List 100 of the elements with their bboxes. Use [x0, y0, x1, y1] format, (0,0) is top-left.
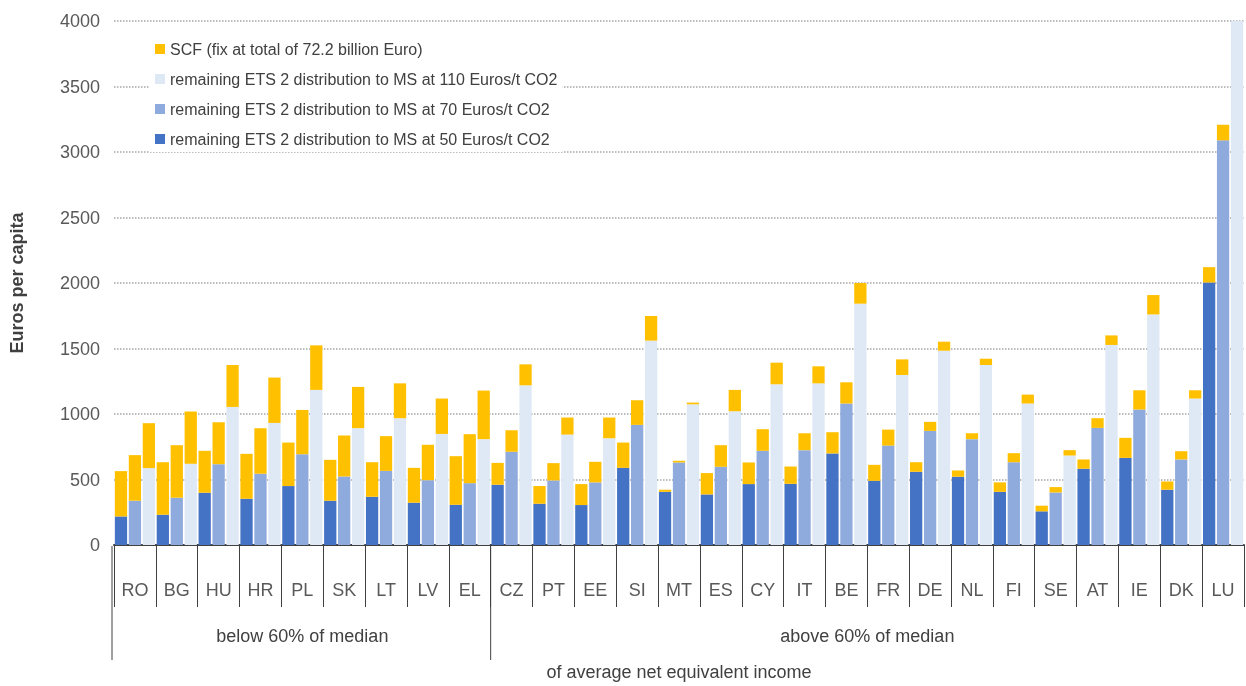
bar [1021, 403, 1034, 545]
bar [854, 283, 867, 304]
bar [449, 504, 462, 545]
bar [840, 403, 853, 545]
x-tick-label: NL [960, 580, 984, 600]
bar [882, 429, 895, 446]
bar [212, 464, 225, 545]
bar [1119, 437, 1132, 458]
bar [407, 467, 421, 503]
legend-label: remaining ETS 2 distribution to MS at 50 Euros/t CO2 [170, 130, 550, 148]
bar [631, 400, 644, 425]
x-tick-label: LT [376, 580, 396, 600]
bar [1161, 481, 1174, 490]
bar [1147, 314, 1160, 545]
bar [128, 455, 142, 501]
bar [1007, 462, 1020, 545]
bar [812, 366, 825, 384]
y-tick-label: 1500 [59, 338, 100, 359]
bar [923, 421, 937, 431]
bar [338, 435, 351, 477]
bar [170, 445, 183, 498]
x-tick-label: LU [1211, 580, 1235, 600]
bar [1021, 394, 1034, 404]
x-axis-title: of average net equivalent income [546, 662, 812, 682]
bar [114, 516, 128, 545]
bar [463, 483, 476, 545]
bar [170, 497, 183, 545]
bar [728, 389, 741, 412]
x-tick-label: SK [332, 580, 357, 600]
bar [575, 505, 588, 545]
x-tick-label: RO [121, 580, 149, 600]
bar [784, 483, 797, 545]
bar [617, 467, 630, 545]
bar [1049, 487, 1062, 493]
legend-label: SCF (fix at total of 72.2 billion Euro) [170, 40, 423, 58]
x-tick-label: BG [163, 580, 190, 600]
bar [296, 454, 309, 545]
bar [603, 438, 616, 545]
bar [226, 365, 239, 407]
bar [519, 364, 532, 386]
x-tick-label: DE [917, 580, 943, 600]
x-tick-label: ES [708, 580, 733, 600]
bar [728, 411, 741, 545]
bar [951, 476, 965, 545]
bar [463, 434, 476, 484]
x-tick-label: FI [1005, 580, 1022, 600]
text: above 60% of median [780, 626, 955, 646]
bar [338, 476, 351, 545]
bar [1175, 459, 1188, 545]
bar [1007, 453, 1020, 463]
bar [826, 432, 839, 454]
bar [700, 473, 714, 495]
bar [714, 445, 727, 467]
bar [798, 433, 811, 451]
y-tick-label: 4000 [59, 11, 100, 31]
bar [770, 362, 783, 385]
bar [937, 350, 951, 545]
bar [756, 450, 769, 545]
bar [1049, 492, 1062, 545]
bar [1119, 457, 1132, 545]
bar [156, 462, 169, 515]
bar [491, 462, 504, 485]
x-tick-label: PL [291, 580, 314, 600]
bar [965, 433, 979, 440]
bar [226, 406, 239, 545]
bar [896, 359, 909, 375]
bar [533, 503, 546, 545]
x-tick-label: MT [666, 580, 692, 600]
x-tick-label: FR [876, 580, 901, 600]
x-tick-label: EE [583, 580, 608, 600]
bar [421, 480, 435, 545]
bar [310, 389, 323, 545]
bar [449, 456, 462, 505]
bar [379, 436, 393, 471]
bar [1105, 335, 1118, 345]
bar [742, 484, 755, 545]
bar [700, 494, 714, 545]
x-tick-label: HR [247, 580, 274, 600]
bar [407, 502, 421, 545]
bar [198, 492, 211, 545]
y-tick-label: 1000 [59, 404, 100, 424]
bar [184, 411, 197, 464]
bar [672, 462, 686, 545]
bar [937, 341, 951, 351]
bar [1105, 344, 1118, 545]
x-tick-label: LV [417, 580, 439, 600]
bar [1230, 21, 1244, 545]
bar [352, 428, 365, 545]
legend-label: remaining ETS 2 distribution to MS at 70 Euros/t CO2 [170, 100, 550, 118]
bar [603, 417, 616, 439]
bar [1189, 398, 1202, 545]
bar [658, 491, 672, 545]
bar [770, 384, 783, 545]
bar [644, 340, 658, 545]
bar [352, 386, 365, 429]
bar [979, 358, 993, 366]
bar [1202, 282, 1216, 545]
x-tick-label: CY [750, 580, 776, 600]
bar [505, 451, 518, 545]
y-tick-label: 2500 [59, 207, 100, 228]
